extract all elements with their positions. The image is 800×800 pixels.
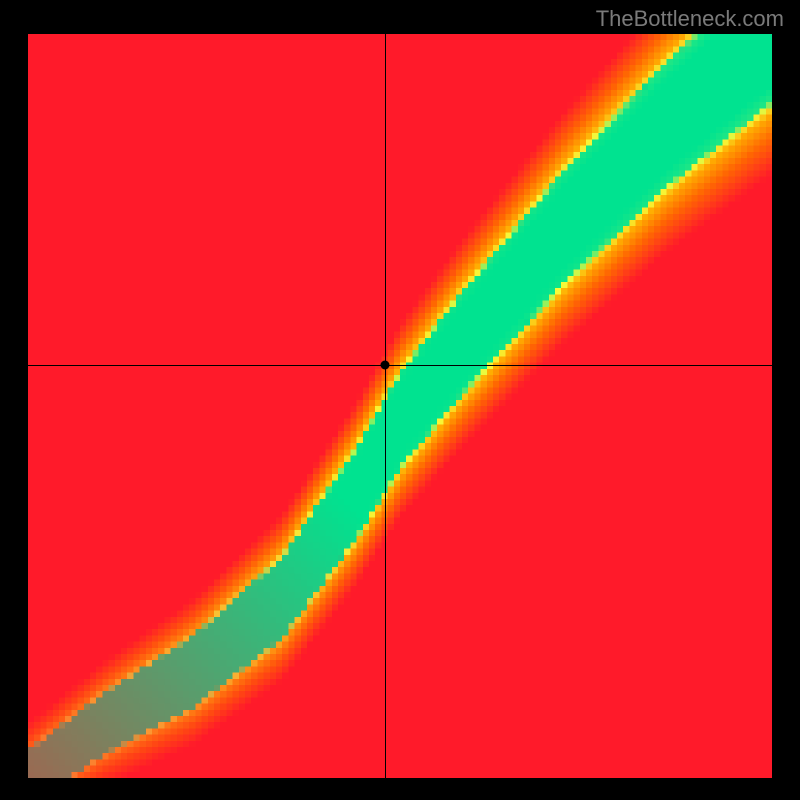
heatmap-canvas [28, 34, 772, 778]
heatmap-plot-area [28, 34, 772, 778]
crosshair-horizontal [28, 365, 772, 366]
data-point-marker [381, 361, 390, 370]
watermark-text: TheBottleneck.com [596, 6, 784, 32]
crosshair-vertical [385, 34, 386, 778]
chart-container: TheBottleneck.com [0, 0, 800, 800]
